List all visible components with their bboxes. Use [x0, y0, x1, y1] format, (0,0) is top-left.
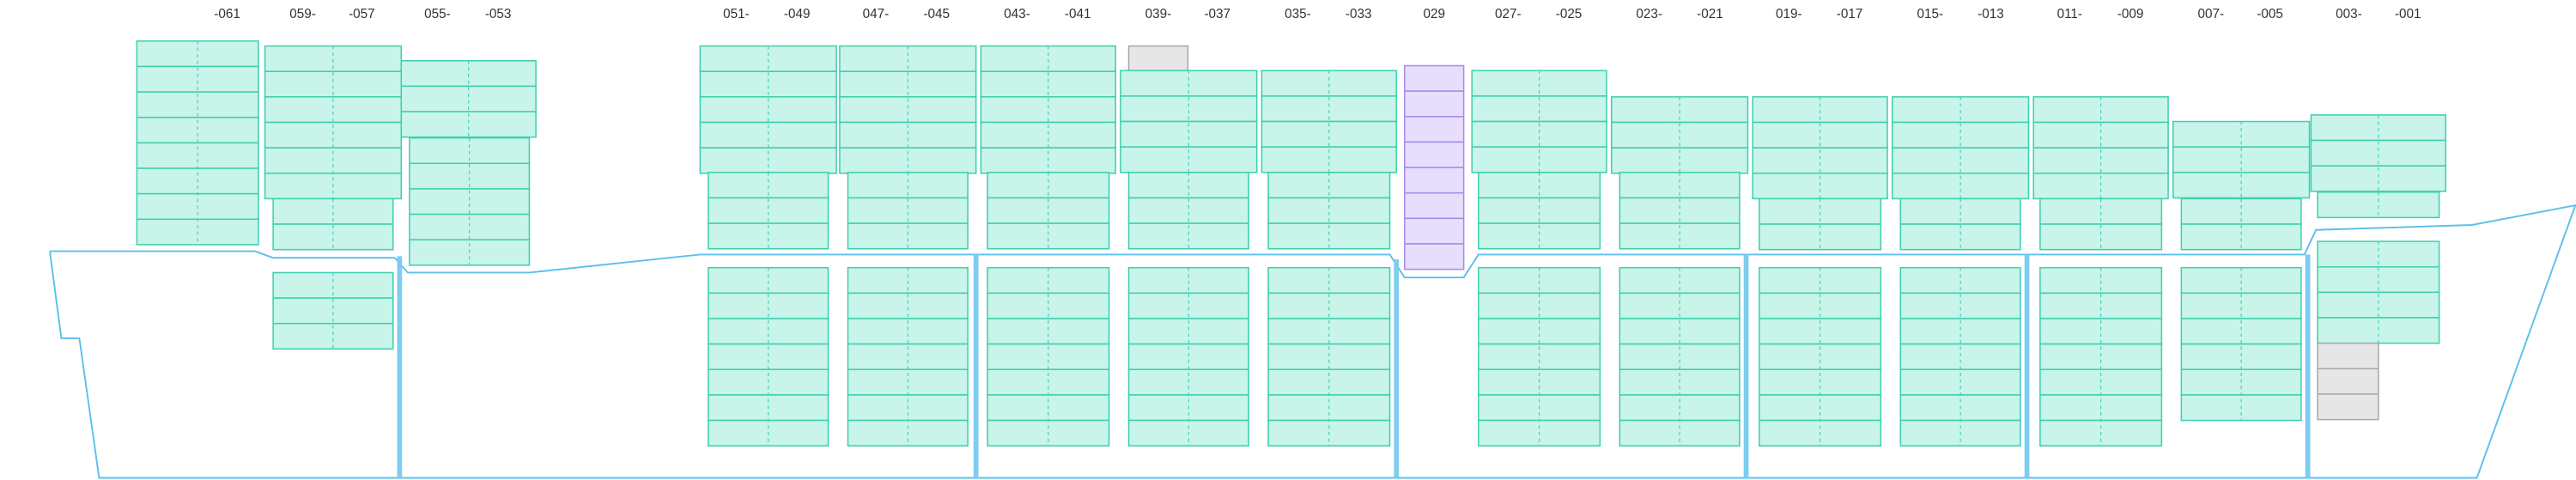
bay-label: -041 [1065, 7, 1091, 21]
bay-label: -017 [1837, 7, 1863, 21]
bay-label: -053 [485, 7, 512, 21]
slot [1404, 64, 1465, 92]
bay-label: 019- [1776, 7, 1802, 21]
bay-label: 039- [1145, 7, 1172, 21]
bay-label: -025 [1556, 7, 1583, 21]
bay-label: 015- [1917, 7, 1943, 21]
bay-label: -045 [923, 7, 950, 21]
slot [1261, 95, 1397, 123]
slot [1759, 223, 1882, 251]
bay-label: -057 [349, 7, 375, 21]
slot [1404, 243, 1465, 270]
bay-label: 043- [1004, 7, 1030, 21]
bay-label: -033 [1346, 7, 1372, 21]
bay-label: -001 [2395, 7, 2421, 21]
slot [272, 322, 394, 350]
bay-label: -049 [784, 7, 811, 21]
slot [1404, 167, 1465, 194]
slot [1120, 120, 1258, 148]
slot [2172, 146, 2311, 173]
bay-label: 003- [2336, 7, 2362, 21]
bay-label: -037 [1204, 7, 1230, 21]
bay-label: -021 [1697, 7, 1723, 21]
bay-label: 023- [1636, 7, 1662, 21]
slot [2317, 393, 2379, 421]
bay-label: 035- [1285, 7, 1311, 21]
bay-label: 027- [1495, 7, 1522, 21]
slot [1404, 191, 1465, 220]
bay-label: 029 [1423, 7, 1445, 21]
slot [708, 266, 829, 295]
slot [1404, 141, 1465, 168]
bay-label: 059- [289, 7, 316, 21]
bay-label: -013 [1978, 7, 2004, 21]
slot [1127, 45, 1189, 72]
bay-label: -005 [2257, 7, 2283, 21]
slot [2317, 342, 2379, 370]
bay-label: 051- [723, 7, 750, 21]
bay-label: -061 [214, 7, 240, 21]
hull-outline [49, 204, 2576, 479]
slot [2317, 368, 2379, 395]
slot [1404, 90, 1465, 118]
slot [1267, 266, 1391, 295]
bay-label: 047- [863, 7, 890, 21]
bay-label: -009 [2117, 7, 2144, 21]
bulkheads [397, 254, 2311, 478]
slot [1267, 172, 1391, 199]
slot [987, 318, 1110, 345]
slot [1404, 116, 1465, 143]
bay-label: 011- [2057, 7, 2082, 21]
bay-label: 055- [424, 7, 451, 21]
bay-label: 007- [2197, 7, 2224, 21]
slot [1404, 217, 1465, 245]
